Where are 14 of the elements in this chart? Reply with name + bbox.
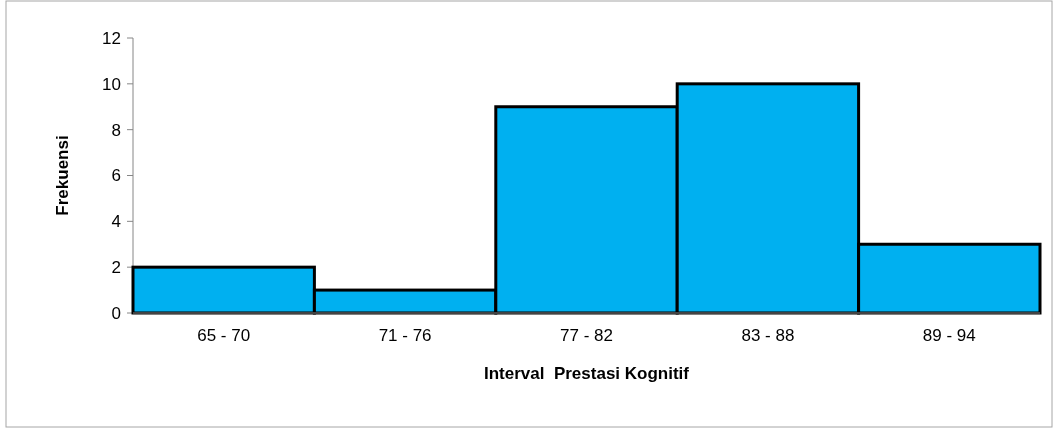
y-tick-label: 12 (102, 28, 121, 48)
x-tick-label: 83 - 88 (741, 326, 795, 345)
y-tick-label: 6 (111, 166, 121, 186)
x-tick-label: 71 - 76 (378, 326, 432, 345)
x-tick-label: 89 - 94 (922, 326, 976, 345)
y-tick-label: 10 (102, 74, 121, 94)
y-tick-label: 2 (111, 258, 121, 278)
y-axis-title: Frekuensi (53, 135, 72, 216)
y-tick-label: 4 (111, 212, 121, 232)
y-tick-label: 0 (111, 303, 121, 323)
x-tick-label: 77 - 82 (560, 326, 613, 345)
x-tick-label: 65 - 70 (197, 326, 251, 345)
x-axis-title: Interval Prestasi Kognitif (484, 364, 690, 383)
y-tick-label: 8 (111, 120, 121, 140)
